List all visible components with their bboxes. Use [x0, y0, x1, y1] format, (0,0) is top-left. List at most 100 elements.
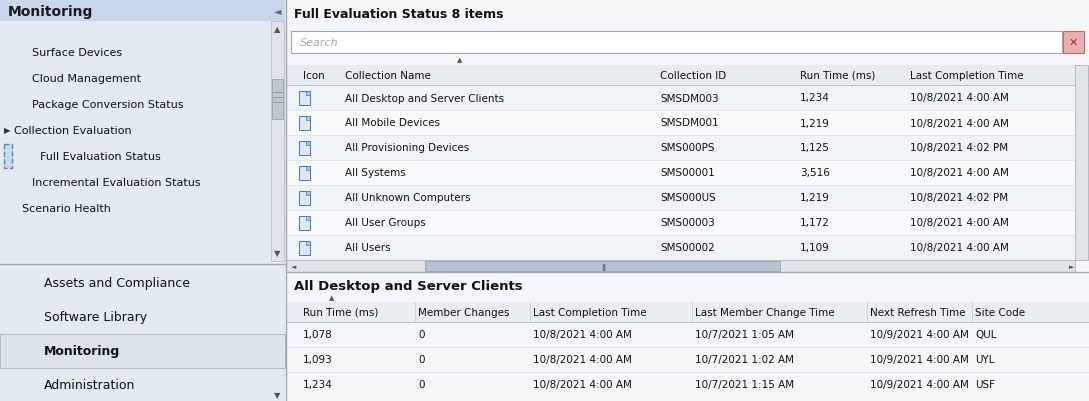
Text: Run Time (ms): Run Time (ms) [303, 307, 378, 317]
Text: ▶: ▶ [4, 126, 11, 135]
Bar [306, 166, 310, 170]
Text: SMS00003: SMS00003 [660, 218, 714, 228]
Text: 0: 0 [418, 330, 425, 340]
Bar [286, 160, 1089, 186]
Text: ▼: ▼ [273, 391, 280, 399]
Bar [306, 216, 310, 220]
Text: Software Library: Software Library [44, 311, 147, 324]
Text: 10/9/2021 4:00 AM: 10/9/2021 4:00 AM [870, 380, 969, 389]
Bar [286, 235, 1089, 260]
Text: ✕: ✕ [1068, 38, 1078, 48]
Text: ▐: ▐ [599, 263, 604, 270]
Text: All Mobile Devices: All Mobile Devices [345, 118, 440, 128]
Text: Scenario Health: Scenario Health [22, 203, 111, 213]
Bar [1063, 32, 1084, 54]
Text: SMSDM003: SMSDM003 [660, 93, 719, 103]
Text: ▼: ▼ [273, 249, 280, 258]
Text: 3,516: 3,516 [800, 168, 830, 178]
Bar [286, 211, 1089, 235]
Bar [299, 141, 310, 155]
Bar [0, 0, 285, 22]
Text: Last Member Change Time: Last Member Change Time [695, 307, 834, 317]
Text: ▲: ▲ [329, 294, 334, 300]
Text: Monitoring: Monitoring [8, 5, 94, 19]
Bar [299, 166, 310, 180]
Bar [286, 260, 1075, 272]
Text: 10/8/2021 4:00 AM: 10/8/2021 4:00 AM [910, 118, 1008, 128]
Bar [306, 191, 310, 195]
Text: SMS00001: SMS00001 [660, 168, 714, 178]
Bar [271, 22, 284, 261]
Text: Full Evaluation Status 8 items: Full Evaluation Status 8 items [294, 8, 503, 20]
Text: 10/7/2021 1:15 AM: 10/7/2021 1:15 AM [695, 380, 794, 389]
Text: QUL: QUL [975, 330, 996, 340]
Text: 10/8/2021 4:02 PM: 10/8/2021 4:02 PM [910, 143, 1008, 153]
Text: Full Evaluation Status: Full Evaluation Status [40, 152, 161, 162]
Text: Run Time (ms): Run Time (ms) [800, 71, 876, 81]
Text: 1,093: 1,093 [303, 354, 333, 365]
Text: 10/7/2021 1:02 AM: 10/7/2021 1:02 AM [695, 354, 794, 365]
Text: 10/8/2021 4:00 AM: 10/8/2021 4:00 AM [910, 218, 1008, 228]
Bar [291, 32, 1062, 54]
Bar [299, 241, 310, 255]
Bar [299, 116, 310, 130]
Text: Site Code: Site Code [975, 307, 1025, 317]
Text: 0: 0 [418, 354, 425, 365]
Text: All Users: All Users [345, 243, 391, 253]
Text: Administration: Administration [44, 379, 135, 391]
Text: All Desktop and Server Clients: All Desktop and Server Clients [345, 93, 504, 103]
Text: Next Refresh Time: Next Refresh Time [870, 307, 966, 317]
Text: Surface Devices: Surface Devices [32, 48, 122, 58]
Bar [306, 91, 310, 95]
Text: 1,234: 1,234 [303, 380, 333, 389]
Bar [306, 241, 310, 245]
Bar [286, 111, 1089, 136]
Bar [0, 0, 285, 401]
Bar [425, 261, 780, 271]
Text: All Desktop and Server Clients: All Desktop and Server Clients [294, 280, 523, 293]
Text: All Provisioning Devices: All Provisioning Devices [345, 143, 469, 153]
Text: Icon: Icon [303, 71, 325, 81]
Bar [306, 116, 310, 120]
Bar [299, 191, 310, 205]
Text: 1,219: 1,219 [800, 193, 830, 203]
Text: Search: Search [299, 38, 339, 48]
Bar [286, 136, 1089, 160]
Text: 10/8/2021 4:00 AM: 10/8/2021 4:00 AM [533, 330, 632, 340]
Text: 0: 0 [418, 380, 425, 389]
Text: ▲: ▲ [457, 57, 463, 63]
Bar [286, 302, 1089, 322]
Bar [286, 186, 1089, 211]
Bar [286, 66, 1089, 86]
Text: UYL: UYL [975, 354, 994, 365]
Text: Last Completion Time: Last Completion Time [910, 71, 1024, 81]
Text: 10/8/2021 4:00 AM: 10/8/2021 4:00 AM [533, 380, 632, 389]
Bar [286, 86, 1089, 111]
Text: Collection ID: Collection ID [660, 71, 726, 81]
Text: USF: USF [975, 380, 995, 389]
Bar [286, 0, 1089, 401]
Text: 1,078: 1,078 [303, 330, 333, 340]
Bar [272, 80, 283, 120]
Text: 10/9/2021 4:00 AM: 10/9/2021 4:00 AM [870, 330, 969, 340]
Text: Package Conversion Status: Package Conversion Status [32, 100, 184, 110]
Text: Cloud Management: Cloud Management [32, 74, 142, 84]
Text: 1,109: 1,109 [800, 243, 830, 253]
Text: 1,219: 1,219 [800, 118, 830, 128]
Text: All Unknown Computers: All Unknown Computers [345, 193, 470, 203]
Text: 1,172: 1,172 [800, 218, 830, 228]
Text: ◄: ◄ [273, 6, 281, 16]
Text: 10/8/2021 4:00 AM: 10/8/2021 4:00 AM [910, 168, 1008, 178]
FancyBboxPatch shape [4, 145, 12, 168]
Text: 10/8/2021 4:02 PM: 10/8/2021 4:02 PM [910, 193, 1008, 203]
Text: ▲: ▲ [273, 25, 280, 34]
Text: 10/8/2021 4:00 AM: 10/8/2021 4:00 AM [910, 243, 1008, 253]
Text: SMS00002: SMS00002 [660, 243, 714, 253]
Text: Collection Name: Collection Name [345, 71, 431, 81]
Text: 10/9/2021 4:00 AM: 10/9/2021 4:00 AM [870, 354, 969, 365]
Text: ◄: ◄ [291, 263, 296, 269]
Text: 10/8/2021 4:00 AM: 10/8/2021 4:00 AM [533, 354, 632, 365]
Text: 1,125: 1,125 [800, 143, 830, 153]
Text: 10/8/2021 4:00 AM: 10/8/2021 4:00 AM [910, 93, 1008, 103]
Text: SMS000PS: SMS000PS [660, 143, 714, 153]
